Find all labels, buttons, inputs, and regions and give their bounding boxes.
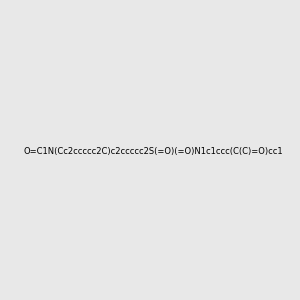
Text: O=C1N(Cc2ccccc2C)c2ccccc2S(=O)(=O)N1c1ccc(C(C)=O)cc1: O=C1N(Cc2ccccc2C)c2ccccc2S(=O)(=O)N1c1cc…: [24, 147, 284, 156]
